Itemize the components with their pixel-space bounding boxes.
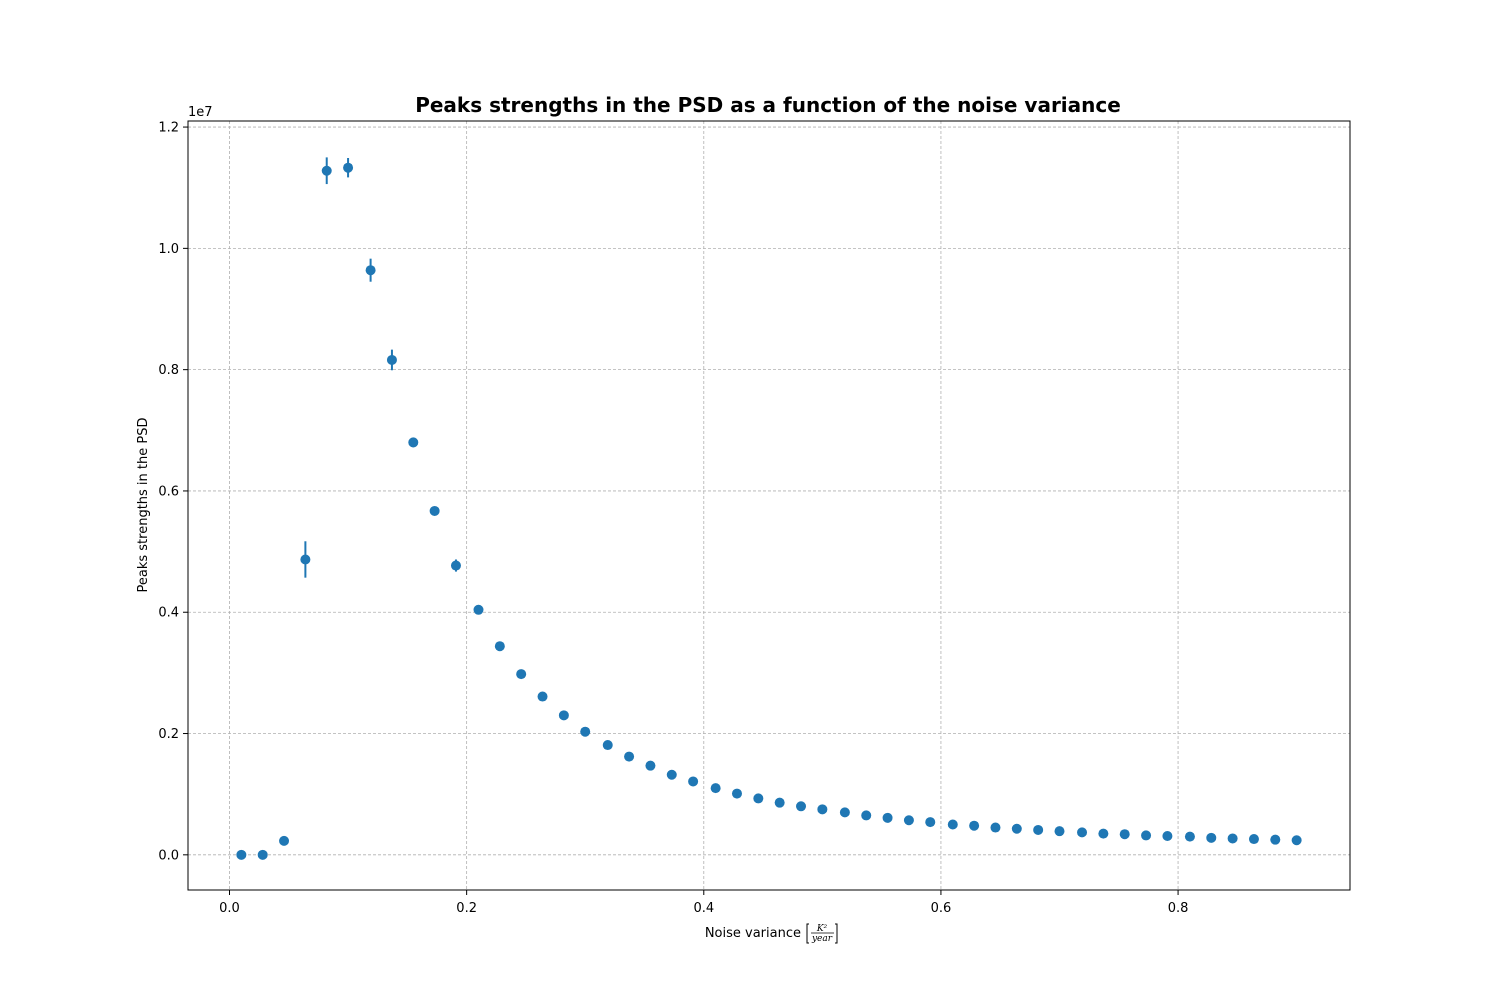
- data-point: [1119, 829, 1130, 840]
- data-point: [386, 354, 397, 365]
- data-point: [1291, 835, 1302, 846]
- y-tick-label: 0.4: [158, 606, 179, 621]
- x-tick-label: 0.2: [456, 901, 477, 916]
- x-axis-ticks: 0.0 0.2 0.4 0.6 0.8: [219, 890, 1188, 916]
- data-point: [516, 669, 527, 680]
- data-point: [817, 804, 828, 815]
- data-point: [796, 801, 807, 812]
- x-axis-label-unit-denominator: year: [811, 934, 833, 944]
- data-point: [624, 751, 635, 762]
- data-point: [236, 849, 247, 860]
- data-point: [1270, 834, 1281, 845]
- x-axis-label-unit-numerator: K²: [816, 924, 828, 934]
- y-scale-offset: 1e7: [188, 105, 213, 120]
- data-point: [429, 505, 440, 516]
- data-point: [473, 604, 484, 615]
- data-point: [1184, 831, 1195, 842]
- x-axis-label-bracket-left: [806, 923, 809, 944]
- data-point: [990, 822, 1001, 833]
- data-point: [1011, 823, 1022, 834]
- y-tick-label: 0.8: [158, 363, 179, 378]
- plot-frame: [187, 120, 1351, 891]
- data-points: [236, 157, 1302, 860]
- data-point: [1206, 832, 1217, 843]
- data-point: [903, 815, 914, 826]
- data-point: [1162, 831, 1173, 842]
- chart-title: Peaks strengths in the PSD as a function…: [415, 93, 1121, 117]
- data-point: [882, 812, 893, 823]
- data-point: [279, 835, 290, 846]
- data-point: [408, 437, 419, 448]
- data-point: [645, 760, 656, 771]
- data-point: [321, 165, 332, 176]
- data-point: [774, 797, 785, 808]
- data-point: [580, 726, 591, 737]
- data-point: [753, 793, 764, 804]
- data-point: [839, 807, 850, 818]
- data-point: [710, 783, 721, 794]
- data-point: [537, 691, 548, 702]
- data-point: [1227, 833, 1238, 844]
- data-point: [731, 788, 742, 799]
- data-point: [365, 265, 376, 276]
- x-tick-label: 0.0: [219, 901, 240, 916]
- data-point: [969, 820, 980, 831]
- x-axis-label-text: Noise variance: [705, 926, 801, 941]
- data-point: [1077, 827, 1088, 838]
- data-point: [257, 849, 268, 860]
- data-point: [1033, 824, 1044, 835]
- data-point: [450, 560, 461, 571]
- data-point: [1054, 826, 1065, 837]
- data-point: [1248, 834, 1259, 845]
- data-point: [1141, 830, 1152, 841]
- data-point: [688, 776, 699, 787]
- data-point: [300, 554, 311, 565]
- y-tick-label: 0.0: [158, 848, 179, 863]
- y-axis-ticks: 0.0 0.2 0.4 0.6 0.8 1.0 1.2: [158, 121, 188, 863]
- data-point: [558, 710, 569, 721]
- x-tick-label: 0.6: [931, 901, 952, 916]
- y-tick-label: 1.0: [158, 242, 179, 257]
- y-axis-label: Peaks strengths in the PSD: [136, 418, 151, 593]
- data-point: [861, 810, 872, 821]
- y-tick-label: 1.2: [158, 121, 179, 136]
- x-axis-label-bracket-right: [835, 923, 838, 944]
- data-point: [666, 769, 677, 780]
- data-point: [602, 740, 613, 751]
- x-tick-label: 0.8: [1168, 901, 1189, 916]
- data-point: [1098, 828, 1109, 839]
- y-tick-label: 0.2: [158, 727, 179, 742]
- y-tick-label: 0.6: [158, 484, 179, 499]
- data-point: [947, 819, 958, 830]
- x-axis-label: Noise variance K² year: [705, 923, 838, 944]
- data-point: [343, 162, 354, 173]
- grid: [188, 121, 1350, 890]
- data-point: [494, 641, 505, 652]
- x-tick-label: 0.4: [693, 901, 714, 916]
- data-point: [925, 817, 936, 828]
